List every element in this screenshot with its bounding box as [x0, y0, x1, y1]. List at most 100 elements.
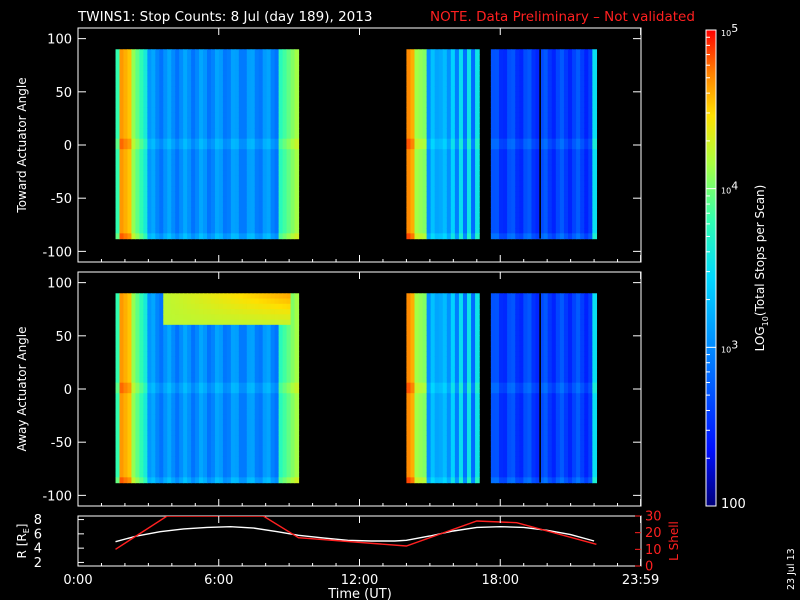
toward-cell [515, 233, 520, 240]
away-cell [211, 435, 216, 442]
toward-cell [584, 201, 589, 208]
toward-cell [139, 80, 144, 87]
away-cell [131, 293, 137, 300]
away-cell [151, 451, 156, 457]
toward-cell [555, 212, 561, 219]
away-cell [286, 330, 292, 336]
toward-cell [446, 117, 452, 124]
toward-cell [258, 201, 264, 208]
away-cell [230, 424, 236, 431]
toward-cell [406, 180, 412, 187]
toward-cell [155, 107, 160, 113]
toward-cell [503, 159, 508, 166]
toward-cell [191, 128, 196, 135]
toward-cell [123, 133, 129, 140]
away-cell [203, 477, 208, 484]
toward-cell [294, 217, 300, 224]
away-cell [163, 387, 168, 394]
toward-cell [191, 133, 196, 140]
away-cell [207, 456, 212, 463]
away-cell [242, 361, 248, 368]
toward-cell [119, 59, 125, 66]
toward-cell [523, 133, 529, 140]
toward-cell [211, 207, 216, 213]
away-cell [286, 445, 292, 452]
toward-cell [418, 207, 424, 213]
away-cell [207, 477, 212, 484]
away-cell [187, 430, 192, 436]
toward-cell [547, 133, 553, 140]
away-cell [254, 382, 260, 389]
toward-cell [475, 117, 480, 124]
toward-cell [527, 138, 533, 145]
toward-cell [258, 138, 264, 145]
away-cell [238, 451, 244, 457]
toward-cell [458, 49, 464, 56]
away-cell [155, 293, 160, 300]
toward-cell [426, 175, 432, 182]
toward-cell [438, 143, 444, 150]
toward-cell [119, 96, 125, 103]
toward-cell [214, 201, 220, 208]
toward-cell [179, 112, 184, 119]
toward-cell [246, 65, 252, 71]
toward-cell [539, 138, 545, 145]
toward-cell [262, 159, 268, 166]
away-cell [143, 445, 148, 452]
away-cell [290, 398, 296, 405]
toward-cell [543, 170, 549, 177]
toward-cell [563, 91, 569, 98]
away-cell [147, 309, 152, 315]
toward-cell [450, 191, 456, 198]
toward-cell [588, 222, 593, 229]
away-cell [246, 419, 252, 426]
away-cell [282, 377, 288, 384]
toward-cell [531, 59, 537, 66]
toward-cell [475, 86, 480, 92]
toward-cell [471, 54, 476, 61]
toward-cell [191, 80, 196, 87]
toward-cell [568, 65, 573, 71]
toward-cell [163, 133, 168, 140]
toward-cell [555, 65, 561, 71]
toward-cell [551, 128, 557, 135]
toward-cell [475, 75, 480, 82]
toward-cell [207, 217, 212, 224]
toward-cell [588, 159, 593, 166]
toward-cell [568, 143, 573, 150]
away-cell [226, 324, 232, 331]
toward-cell [406, 117, 412, 124]
away-cell [191, 456, 196, 463]
toward-cell [159, 217, 164, 224]
toward-cell [183, 138, 188, 145]
away-cell [406, 361, 412, 368]
away-cell [290, 330, 296, 336]
toward-cell [262, 186, 268, 192]
toward-cell [286, 59, 292, 66]
away-cell [203, 314, 208, 321]
toward-cell [147, 207, 152, 213]
toward-cell [123, 228, 129, 234]
toward-cell [519, 159, 524, 166]
toward-cell [519, 133, 524, 140]
away-cell [147, 466, 152, 473]
away-cell [414, 293, 420, 300]
away-cell [119, 398, 125, 405]
toward-cell [555, 117, 561, 124]
away-cell [258, 393, 264, 400]
toward-cell [115, 80, 121, 87]
toward-cell [467, 107, 472, 113]
toward-cell [191, 196, 196, 203]
toward-cell [151, 222, 156, 229]
away-cell [246, 372, 252, 379]
toward-cell [511, 80, 516, 87]
toward-cell [250, 175, 256, 182]
away-cell [266, 393, 272, 400]
toward-cell [446, 91, 452, 98]
toward-cell [123, 186, 129, 192]
away-cell [226, 298, 232, 305]
away-cell [131, 303, 137, 310]
toward-cell [163, 159, 168, 166]
toward-cell [246, 128, 252, 135]
